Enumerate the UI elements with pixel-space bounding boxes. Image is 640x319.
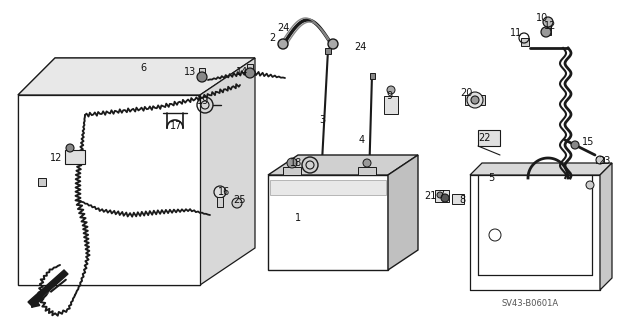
Polygon shape	[18, 95, 200, 285]
Text: 12: 12	[50, 153, 62, 163]
Text: 1: 1	[295, 213, 301, 223]
Polygon shape	[388, 155, 418, 270]
Text: 16: 16	[218, 187, 230, 197]
Polygon shape	[268, 155, 418, 175]
Circle shape	[287, 158, 297, 168]
Text: 21: 21	[424, 191, 437, 201]
Polygon shape	[18, 58, 255, 95]
Text: 12: 12	[544, 21, 556, 31]
Circle shape	[541, 27, 551, 37]
Text: 11: 11	[509, 28, 522, 38]
Polygon shape	[18, 58, 255, 95]
Text: 17: 17	[170, 121, 182, 131]
Circle shape	[571, 141, 579, 149]
Circle shape	[471, 96, 479, 104]
Text: 2: 2	[269, 33, 276, 43]
Bar	[545, 25, 551, 35]
Polygon shape	[200, 58, 255, 285]
Circle shape	[437, 192, 443, 198]
Bar	[270, 180, 386, 195]
Circle shape	[596, 156, 604, 164]
Bar	[478, 130, 500, 146]
Text: 14: 14	[236, 67, 248, 77]
Text: SV43-B0601A: SV43-B0601A	[501, 299, 559, 308]
Circle shape	[214, 186, 226, 198]
Bar	[596, 157, 604, 163]
Text: 24: 24	[354, 42, 366, 52]
Text: 20: 20	[461, 88, 473, 98]
Text: 23: 23	[598, 156, 611, 166]
Text: 15: 15	[582, 137, 595, 147]
Text: 22: 22	[478, 133, 490, 143]
Circle shape	[328, 39, 338, 49]
Text: FR.: FR.	[42, 291, 62, 309]
Text: 7: 7	[438, 190, 444, 200]
Text: 25: 25	[233, 195, 246, 205]
Circle shape	[441, 194, 449, 202]
Circle shape	[543, 17, 553, 27]
Circle shape	[467, 92, 483, 108]
Circle shape	[278, 39, 288, 49]
Text: 8: 8	[459, 195, 465, 205]
Text: 24: 24	[277, 23, 289, 33]
Bar	[370, 73, 375, 79]
Circle shape	[232, 198, 242, 208]
Text: 18: 18	[290, 158, 302, 168]
Polygon shape	[18, 95, 200, 285]
Circle shape	[66, 144, 74, 152]
Circle shape	[197, 72, 207, 82]
Bar	[268, 175, 388, 270]
Polygon shape	[600, 163, 612, 290]
Text: 6: 6	[140, 63, 146, 73]
Circle shape	[363, 159, 371, 167]
Bar	[465, 95, 485, 105]
Circle shape	[387, 86, 395, 94]
Text: 3: 3	[319, 115, 325, 125]
Bar	[384, 96, 398, 114]
Circle shape	[586, 181, 594, 189]
Bar	[521, 38, 529, 46]
Bar	[283, 167, 301, 175]
Text: 10: 10	[536, 13, 548, 23]
Text: 5: 5	[488, 173, 494, 183]
Text: 4: 4	[359, 135, 365, 145]
Text: 19: 19	[197, 96, 209, 106]
Bar	[65, 150, 85, 164]
Bar	[247, 64, 253, 73]
Polygon shape	[28, 270, 68, 306]
Circle shape	[245, 68, 255, 78]
Bar	[325, 48, 331, 54]
Bar	[217, 197, 223, 207]
Bar	[452, 194, 464, 204]
Bar	[38, 178, 46, 186]
Text: 13: 13	[184, 67, 196, 77]
Bar	[199, 68, 205, 77]
Bar	[435, 190, 449, 202]
Text: 9: 9	[386, 91, 392, 101]
Bar	[358, 167, 376, 175]
Polygon shape	[470, 163, 612, 175]
